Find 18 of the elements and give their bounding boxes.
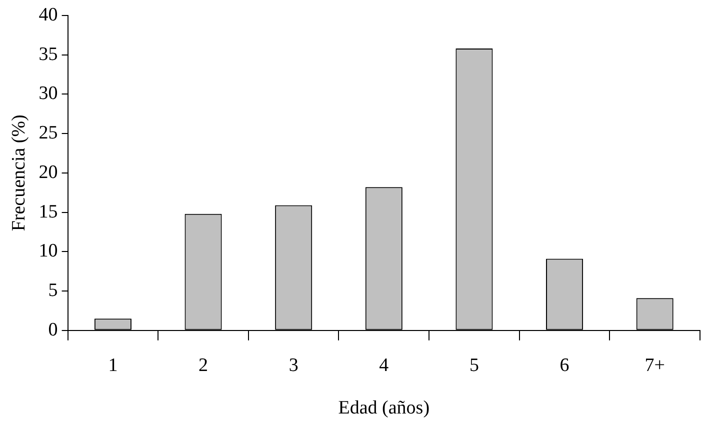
y-tick-label: 5 [48,280,58,302]
x-axis-title: Edad (años) [338,398,430,419]
x-tick-label: 1 [108,354,118,376]
x-tick-label: 2 [198,354,208,376]
x-tick-label: 5 [469,354,479,376]
y-tick-label: 20 [38,162,58,183]
y-tick-label: 0 [48,319,58,340]
y-tick-label: 40 [38,4,58,26]
y-axis-title: Frecuencia (%) [8,114,30,232]
y-tick-label: 30 [38,83,58,104]
x-tick-label: 3 [288,354,298,376]
y-tick-label: 15 [38,201,58,222]
y-tick-label: 35 [38,44,58,65]
y-tick-label: 10 [38,240,58,262]
x-tick-label: 7+ [644,354,665,376]
y-tick-label: 25 [38,122,58,144]
x-tick-label: 6 [560,354,570,376]
x-tick-label: 4 [379,354,390,376]
